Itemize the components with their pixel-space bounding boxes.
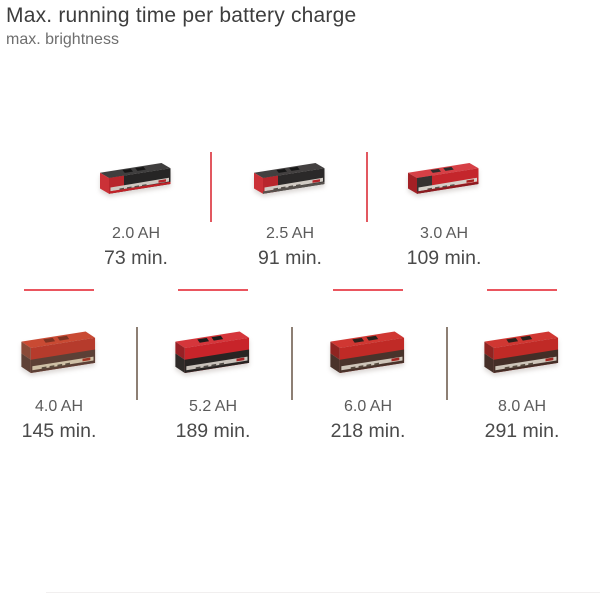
divider-horizontal-red (24, 289, 94, 291)
battery-cell-4-0ah: 4.0 AH 145 min. (0, 321, 136, 444)
capacity-label: 2.0 AH (111, 225, 161, 242)
divider-vertical-gray (136, 327, 138, 400)
divider-vertical-red (366, 152, 368, 222)
runtime-label: 189 min. (175, 420, 251, 442)
runtime-label: 109 min. (406, 247, 482, 269)
divider-vertical-red (210, 152, 212, 222)
capacity-label: 2.5 AH (265, 225, 315, 242)
divider-horizontal-red (178, 289, 248, 291)
card-bottom-shadow (46, 592, 600, 593)
battery-icon (481, 326, 563, 384)
runtime-label: 291 min. (484, 420, 560, 442)
battery-icon (405, 160, 483, 204)
battery-cell-5-2ah: 5.2 AH 189 min. (136, 321, 290, 444)
capacity-label: 6.0 AH (343, 398, 393, 415)
capacity-label: 4.0 AH (34, 398, 84, 415)
runtime-label: 73 min. (104, 247, 168, 269)
runtime-label: 145 min. (21, 420, 97, 442)
capacity-label: 5.2 AH (188, 398, 238, 415)
battery-icon (251, 160, 329, 204)
battery-image-wrap (213, 150, 367, 214)
battery-cell-8-0ah: 8.0 AH 291 min. (445, 321, 599, 444)
battery-image-wrap (445, 321, 599, 389)
header: Max. running time per battery charge max… (6, 2, 356, 50)
battery-image-wrap (136, 321, 290, 389)
battery-icon (97, 160, 175, 204)
divider-horizontal-red (487, 289, 557, 291)
battery-cell-2-5ah: 2.5 AH 91 min. (213, 150, 367, 271)
battery-image-wrap (59, 150, 213, 214)
runtime-label: 91 min. (258, 247, 322, 269)
page-title: Max. running time per battery charge (6, 4, 357, 27)
divider-horizontal-red (333, 289, 403, 291)
divider-vertical-gray (291, 327, 293, 400)
battery-icon (172, 326, 254, 384)
battery-cell-3-0ah: 3.0 AH 109 min. (367, 150, 521, 271)
runtime-label: 218 min. (330, 420, 406, 442)
capacity-label: 8.0 AH (497, 398, 547, 415)
battery-image-wrap (0, 321, 136, 389)
page-subtitle: max. brightness (6, 31, 119, 48)
battery-image-wrap (291, 321, 445, 389)
battery-icon (18, 326, 100, 384)
capacity-label: 3.0 AH (419, 225, 469, 242)
divider-vertical-gray (446, 327, 448, 400)
battery-cell-2-0ah: 2.0 AH 73 min. (59, 150, 213, 271)
battery-cell-6-0ah: 6.0 AH 218 min. (291, 321, 445, 444)
battery-image-wrap (367, 150, 521, 214)
battery-icon (327, 326, 409, 384)
